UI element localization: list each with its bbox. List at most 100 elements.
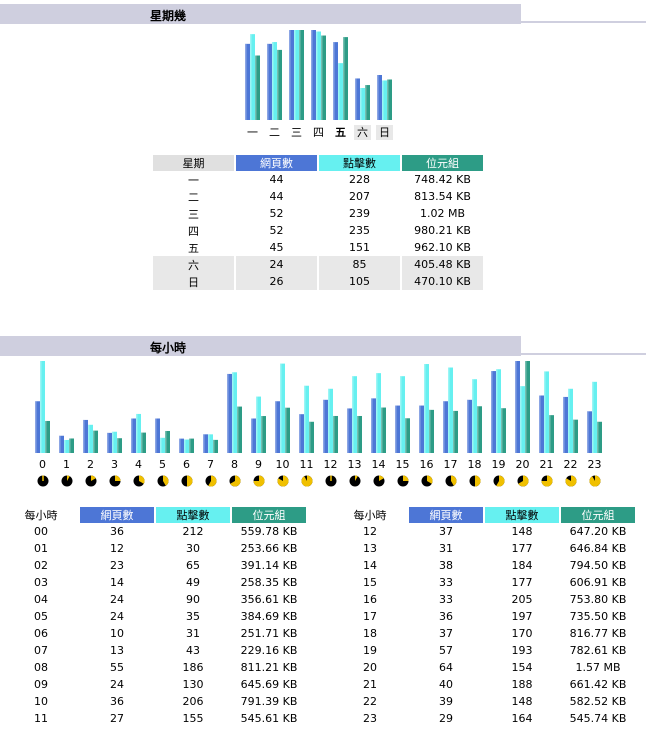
table-row: 20 64 154 1.57 MB <box>333 659 635 676</box>
tick-label: 13 <box>348 458 362 471</box>
bar-hits-shine <box>88 424 90 453</box>
hits-cell: 207 <box>349 190 370 203</box>
bar-hits <box>424 364 429 453</box>
bar-bytes <box>477 406 482 453</box>
tick-label: 9 <box>255 458 262 471</box>
bar-hits <box>376 373 381 453</box>
clock-icon-fill <box>427 475 433 484</box>
bar-bytes <box>69 438 74 453</box>
hits-cell: 155 <box>182 712 204 725</box>
bar-pages-shine <box>323 399 325 453</box>
clock-icon-fill <box>301 475 313 487</box>
table-row: 00 36 212 559.78 KB <box>4 523 306 540</box>
bar-bytes-shine <box>45 420 47 453</box>
bar-bytes <box>525 361 530 453</box>
tick-label: 四 <box>313 126 324 139</box>
bar-hits-shine <box>304 385 306 453</box>
bar-hits <box>256 396 261 453</box>
bytes-cell: 816.77 KB <box>569 627 627 640</box>
table-row: 07 13 43 229.16 KB <box>4 642 306 659</box>
hour-cell: 07 <box>34 644 48 657</box>
bar-pages <box>539 395 544 453</box>
clock-icon-fill <box>187 475 193 487</box>
bar-pages-shine <box>563 396 565 453</box>
tick-label: 17 <box>444 458 458 471</box>
hits-cell: 30 <box>186 542 200 555</box>
bar-pages-shine <box>267 43 269 120</box>
bar-hits <box>250 34 255 120</box>
bytes-cell: 791.39 KB <box>240 695 298 708</box>
bar-bytes-shine <box>343 37 345 120</box>
hour-cell: 23 <box>363 712 377 725</box>
tick-label: 一 <box>247 126 258 139</box>
hour-cell: 16 <box>363 593 377 606</box>
pages-cell: 27 <box>110 712 124 725</box>
hourly-header-pages: 網頁數 <box>409 507 483 523</box>
bar-bytes-shine <box>69 438 71 453</box>
bar-hits-shine <box>424 364 426 453</box>
bar-pages <box>131 418 136 453</box>
pages-cell: 24 <box>110 610 124 623</box>
bar-pages <box>563 396 568 453</box>
bar-hits <box>360 87 365 120</box>
bar-pages-shine <box>245 43 247 120</box>
table-row: 15 33 177 606.91 KB <box>333 574 635 591</box>
pages-cell: 33 <box>439 593 453 606</box>
table-row: 06 10 31 251.71 KB <box>4 625 306 642</box>
bar-bytes-shine <box>333 415 335 453</box>
tick-label: 5 <box>159 458 166 471</box>
bar-hits <box>496 369 501 453</box>
clock-icon-fill <box>115 475 121 481</box>
bar-bytes-shine <box>321 35 323 120</box>
tick-label: 7 <box>207 458 214 471</box>
bar-hits-shine <box>328 388 330 453</box>
pages-cell: 24 <box>110 593 124 606</box>
pages-cell: 37 <box>439 525 453 538</box>
bar-hits-shine <box>250 34 252 120</box>
tick-label: 6 <box>183 458 190 471</box>
bar-hits-shine <box>520 386 522 453</box>
bytes-cell: 794.50 KB <box>569 559 627 572</box>
bytes-cell: 661.42 KB <box>569 678 627 691</box>
bar-bytes <box>549 415 554 453</box>
bytes-cell: 647.20 KB <box>569 525 627 538</box>
bar-pages <box>491 371 496 453</box>
hourly-table-left: 每小時 網頁數 點擊數 位元組 00 36 212 559.78 KB 01 12 30 25… <box>2 507 308 727</box>
pages-cell: 13 <box>110 644 124 657</box>
hits-cell: 170 <box>511 627 533 640</box>
bar-hits <box>184 439 189 453</box>
hits-cell: 206 <box>182 695 204 708</box>
bar-pages-shine <box>107 432 109 453</box>
hits-cell: 184 <box>511 559 533 572</box>
pages-cell: 44 <box>269 190 284 203</box>
bar-pages <box>355 78 360 120</box>
bar-hits-shine <box>592 381 594 453</box>
bar-hits <box>304 385 309 453</box>
tick-label: 23 <box>588 458 602 471</box>
hits-cell: 85 <box>319 256 400 273</box>
hour-cell: 03 <box>34 576 48 589</box>
weekday-header-hits: 點擊數 <box>319 155 400 171</box>
bytes-cell: 470.10 KB <box>402 273 483 290</box>
hourly-header-hour: 每小時 <box>4 507 78 523</box>
bytes-cell: 559.78 KB <box>240 525 298 538</box>
clock-icon-fill <box>208 475 217 487</box>
clock-icon-fill <box>163 475 169 486</box>
weekday-section-title: 星期幾 <box>150 9 187 23</box>
tick-label: 4 <box>135 458 142 471</box>
bar-pages <box>587 411 592 453</box>
bar-bytes-shine <box>525 361 527 453</box>
bytes-cell: 582.52 KB <box>569 695 627 708</box>
bar-pages-shine <box>515 361 517 453</box>
bytes-cell: 405.48 KB <box>402 256 483 273</box>
clock-icon-fill <box>518 475 529 487</box>
bar-bytes-shine <box>597 421 599 453</box>
bar-bytes <box>357 415 362 453</box>
bar-pages-shine <box>467 399 469 453</box>
hits-cell: 177 <box>511 542 533 555</box>
bar-hits <box>40 361 45 453</box>
bar-bytes-shine <box>299 30 301 120</box>
tick-label: 19 <box>492 458 506 471</box>
bar-bytes <box>309 421 314 453</box>
tick-label: 日 <box>379 126 390 139</box>
